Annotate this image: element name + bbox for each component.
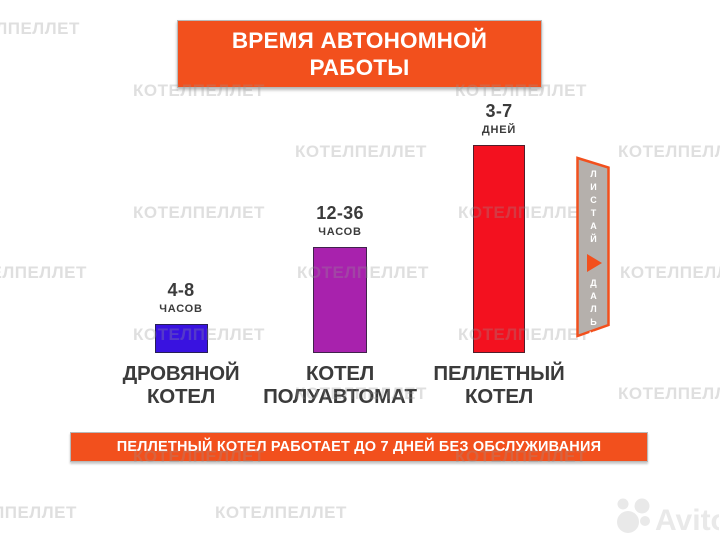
arrow-right-icon [586,254,602,272]
watermark-text: КОТЕЛПЕЛЛЕТ [133,203,265,222]
avito-logo-circle [634,498,650,514]
bar-group-pellet-boiler: 3-7 ДНЕЙ [439,101,559,353]
value-unit-label: ЧАСОВ [159,303,203,315]
watermark-text: КОТЕЛПЕЛЛЕТ [620,263,720,282]
page-title-line1: ВРЕМЯ АВТОНОМНОЙ [231,28,488,53]
bar-rect-semiauto-boiler [313,247,367,353]
category-line2: ПОЛУАВТОМАТ [263,384,417,408]
watermark-text: КОТЕЛПЕЛЛЕТ [0,263,87,282]
category-label-pellet-boiler: ПЕЛЛЕТНЫЙ КОТЕЛ [409,362,589,408]
value-unit-label: ДНЕЙ [481,124,517,136]
avito-logo-circle [617,498,629,510]
category-line2: КОТЕЛ [464,384,534,408]
avito-logo-watermark: Avito [617,498,719,537]
value-unit-label: ЧАСОВ [318,226,362,238]
bar-rect-wood-boiler [154,324,208,353]
value-label: 3-7 [485,101,513,121]
value-label: 12-36 [316,203,364,223]
watermark-text: КОТЕЛПЕЛЛЕТ [295,142,427,161]
category-line1: КОТЕЛ [305,362,375,385]
bar-group-wood-boiler: 4-8 ЧАСОВ [121,280,241,353]
category-line1: ПЕЛЛЕТНЫЙ [433,362,565,385]
watermark-text: КОТЕЛПЕЛЛЕТ [618,384,720,403]
category-line1: ДРОВЯНОЙ [122,362,240,385]
swipe-next-ribbon: ЛИСТАЙ ДАЛЬШЕ [576,152,610,356]
ribbon-content: ЛИСТАЙ ДАЛЬШЕ [576,152,610,356]
category-label-wood-boiler: ДРОВЯНОЙ КОТЕЛ [91,362,271,408]
ribbon-shape [576,156,610,338]
bar-group-semiauto-boiler: 12-36 ЧАСОВ [280,203,400,353]
watermark-text: КОТЕЛПЕЛЛЕТ [215,503,347,522]
value-label: 4-8 [167,280,195,300]
category-label-semiauto-boiler: КОТЕЛ ПОЛУАВТОМАТ [250,362,430,408]
annotation-text: ПЕЛЛЕТНЫЙ КОТЕЛ РАБОТАЕТ ДО 7 ДНЕЙ БЕЗ О… [116,439,602,455]
avito-logo-circle [617,511,639,533]
watermark-text: КОТЕЛПЕЛЛЕТ [0,19,80,38]
avito-wordmark: Avito [655,504,719,537]
page-title-line2: РАБОТЫ [309,55,410,80]
ribbon-bottom-label: ДАЛЬШЕ [588,278,599,356]
ribbon-top-label: ЛИСТАЙ [588,169,599,247]
bar-rect-pellet-boiler [473,145,525,353]
page-title: ВРЕМЯ АВТОНОМНОЙ РАБОТЫ [177,20,542,88]
avito-logo-circle [640,516,650,526]
annotation-banner: ПЕЛЛЕТНЫЙ КОТЕЛ РАБОТАЕТ ДО 7 ДНЕЙ БЕЗ О… [70,432,648,462]
watermark-text: КОТЕЛПЕЛЛЕТ [618,142,720,161]
category-line2: КОТЕЛ [146,384,216,408]
watermark-text: КОТЕЛПЕЛЛЕТ [0,503,77,522]
